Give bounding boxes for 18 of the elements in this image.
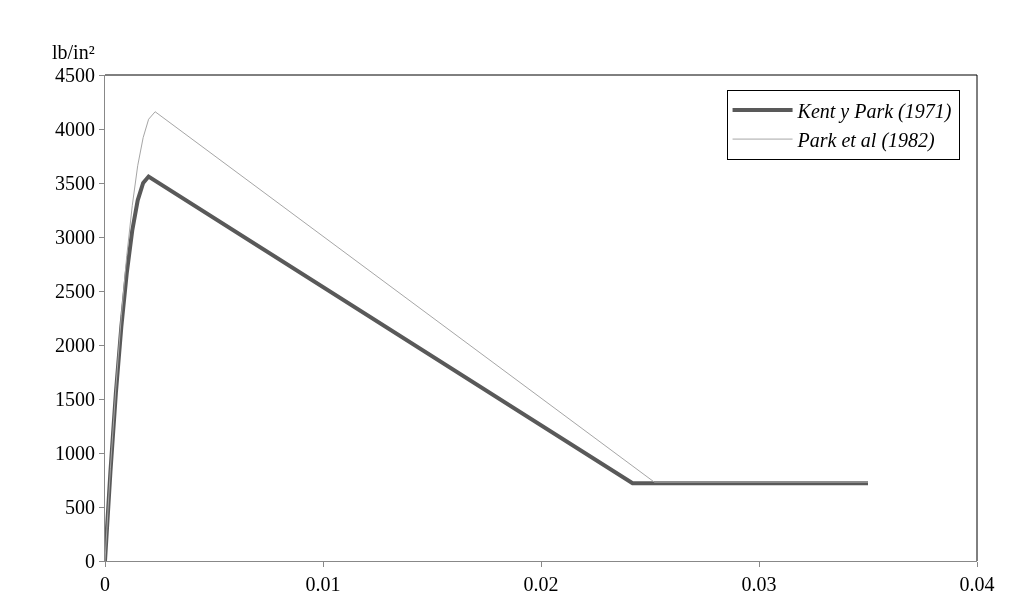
x-tick-label: 0.02: [523, 573, 559, 595]
legend-label: Kent y Park (1971): [796, 99, 952, 123]
y-tick-label: 4000: [55, 118, 95, 140]
x-tick-label: 0.04: [959, 573, 995, 595]
legend-label: Park et al (1982): [796, 128, 936, 152]
y-axis-title: lb/in²: [52, 41, 95, 63]
x-tick-label: 0.03: [741, 573, 777, 595]
y-tick-label: 2000: [55, 334, 95, 356]
x-tick-label: 0: [100, 573, 110, 595]
y-tick-label: 500: [65, 496, 95, 518]
y-tick-label: 1000: [55, 442, 95, 464]
y-tick-label: 3000: [55, 226, 95, 248]
y-tick-label: 4500: [55, 64, 95, 86]
y-tick-label: 0: [85, 550, 95, 572]
x-tick-label: 0.01: [305, 573, 341, 595]
y-tick-label: 1500: [55, 388, 95, 410]
y-tick-label: 3500: [55, 172, 95, 194]
y-tick-label: 2500: [55, 280, 95, 302]
